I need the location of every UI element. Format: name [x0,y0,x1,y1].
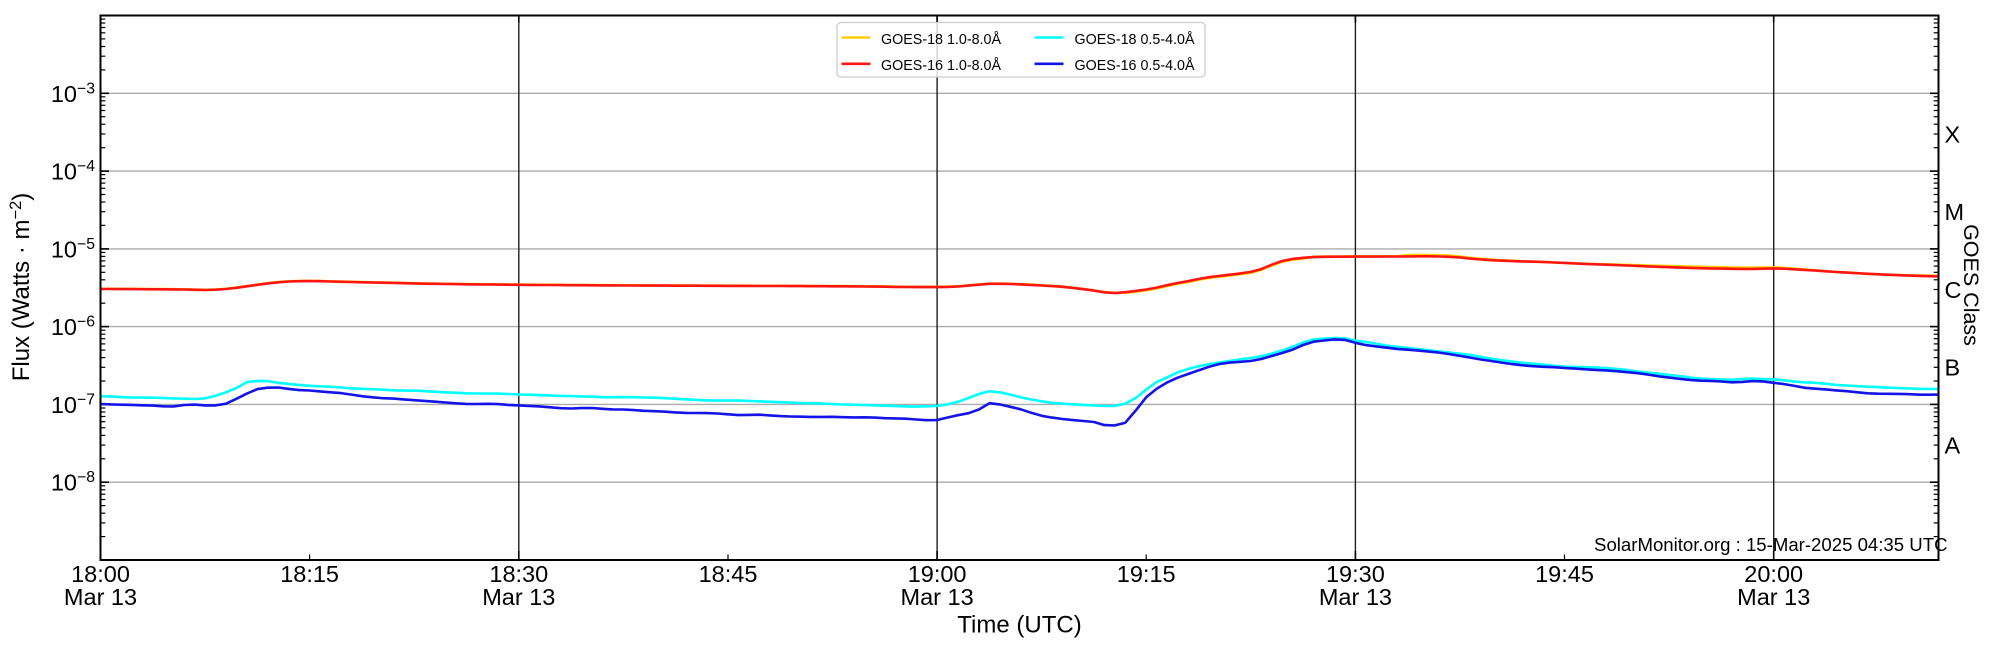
svg-text:Mar 13: Mar 13 [1737,584,1810,610]
svg-text:19:45: 19:45 [1535,561,1594,587]
svg-text:19:00: 19:00 [908,561,967,587]
svg-text:18:45: 18:45 [699,561,758,587]
svg-text:M: M [1945,199,1965,225]
svg-text:Mar 13: Mar 13 [482,584,555,610]
svg-text:18:15: 18:15 [280,561,339,587]
svg-text:GOES Class: GOES Class [1959,224,1983,346]
svg-text:Mar 13: Mar 13 [1319,584,1392,610]
svg-text:20:00: 20:00 [1744,561,1803,587]
svg-text:10−4: 10−4 [51,158,95,185]
svg-text:10−7: 10−7 [51,391,95,418]
svg-text:19:15: 19:15 [1117,561,1176,587]
svg-text:19:30: 19:30 [1326,561,1385,587]
svg-text:GOES-16 1.0-8.0Å: GOES-16 1.0-8.0Å [881,57,1001,74]
svg-text:B: B [1945,355,1961,381]
svg-text:Mar 13: Mar 13 [64,584,137,610]
svg-text:A: A [1945,433,1961,459]
svg-text:Flux (Watts · m−2): Flux (Watts · m−2) [7,193,35,382]
svg-text:GOES-18 1.0-8.0Å: GOES-18 1.0-8.0Å [881,31,1001,48]
svg-text:C: C [1945,277,1962,303]
svg-text:18:30: 18:30 [489,561,548,587]
svg-text:SolarMonitor.org : 15-Mar-2025: SolarMonitor.org : 15-Mar-2025 04:35 UTC [1594,534,1947,555]
svg-text:GOES-18 0.5-4.0Å: GOES-18 0.5-4.0Å [1075,31,1195,48]
svg-text:Time (UTC): Time (UTC) [957,612,1081,639]
svg-text:GOES-16 0.5-4.0Å: GOES-16 0.5-4.0Å [1075,57,1195,74]
svg-text:Mar 13: Mar 13 [901,584,974,610]
svg-text:18:00: 18:00 [71,561,130,587]
svg-text:X: X [1945,121,1961,147]
